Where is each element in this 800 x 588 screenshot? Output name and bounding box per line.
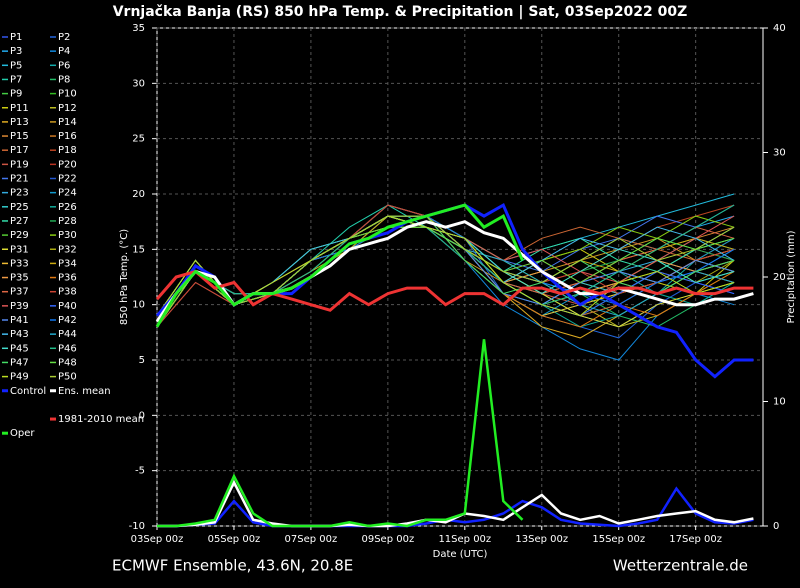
y2-tick-label: 10 bbox=[773, 397, 786, 408]
legend-label: P2 bbox=[58, 32, 70, 43]
legend-label: P9 bbox=[10, 89, 22, 100]
legend-label: P45 bbox=[10, 343, 29, 354]
legend-label: P12 bbox=[58, 103, 77, 114]
y2-tick-label: 20 bbox=[773, 272, 786, 283]
legend-label: P5 bbox=[10, 60, 22, 71]
legend-label: P15 bbox=[10, 131, 29, 142]
legend-label: P10 bbox=[58, 89, 77, 100]
legend-label: P16 bbox=[58, 131, 77, 142]
legend-label: P7 bbox=[10, 74, 22, 85]
legend-label: P6 bbox=[58, 60, 70, 71]
legend-label: Oper bbox=[10, 428, 35, 439]
x-tick-label: 05Sep 00z bbox=[208, 534, 261, 545]
legend-label: 1981-2010 mean bbox=[58, 414, 144, 425]
legend-label: P31 bbox=[10, 244, 29, 255]
member-line bbox=[156, 215, 735, 328]
y-tick-label: 30 bbox=[132, 78, 145, 89]
legend-label: P38 bbox=[58, 287, 77, 298]
footer-right: Wetterzentrale.de bbox=[613, 557, 748, 575]
legend-label: P43 bbox=[10, 329, 29, 340]
legend-label: P25 bbox=[10, 202, 29, 213]
legend-label: P29 bbox=[10, 230, 29, 241]
y-tick-label: 10 bbox=[132, 300, 145, 311]
legend-label: P33 bbox=[10, 258, 29, 269]
legend-label: P27 bbox=[10, 216, 29, 227]
legend-label: P19 bbox=[10, 159, 29, 170]
legend-label: P14 bbox=[58, 117, 77, 128]
legend-label: P24 bbox=[58, 188, 77, 199]
y-tick-label: 15 bbox=[132, 244, 145, 255]
y2-tick-label: 0 bbox=[773, 521, 779, 532]
x-tick-label: 11Sep 00z bbox=[438, 534, 491, 545]
y-tick-label: -5 bbox=[135, 466, 145, 477]
legend-label: Control bbox=[10, 386, 46, 397]
y-tick-label: 0 bbox=[139, 410, 145, 421]
legend-label: P30 bbox=[58, 230, 77, 241]
legend-label: P41 bbox=[10, 315, 29, 326]
x-tick-label: 13Sep 00z bbox=[515, 534, 568, 545]
legend-label: P18 bbox=[58, 145, 77, 156]
legend-label: P17 bbox=[10, 145, 29, 156]
x-tick-label: 03Sep 00z bbox=[131, 534, 184, 545]
legend-label: P37 bbox=[10, 287, 29, 298]
legend-label: P49 bbox=[10, 372, 29, 383]
legend-label: P40 bbox=[58, 301, 77, 312]
legend-label: P26 bbox=[58, 202, 77, 213]
y2-tick-label: 30 bbox=[773, 148, 786, 159]
legend-label: P39 bbox=[10, 301, 29, 312]
legend-label: P4 bbox=[58, 46, 70, 57]
y-tick-label: -10 bbox=[129, 521, 145, 532]
legend-label: P50 bbox=[58, 372, 77, 383]
legend-label: P44 bbox=[58, 329, 77, 340]
temp-line bbox=[155, 269, 754, 312]
legend-label: Ens. mean bbox=[58, 386, 111, 397]
legend-label: P32 bbox=[58, 244, 77, 255]
y-axis-label: 850 hPa Temp. (°C) bbox=[119, 229, 130, 325]
legend-label: P46 bbox=[58, 343, 77, 354]
legend-label: P22 bbox=[58, 174, 77, 185]
y2-tick-label: 40 bbox=[773, 23, 786, 34]
chart-title: Vrnjačka Banja (RS) 850 hPa Temp. & Prec… bbox=[113, 4, 688, 20]
legend-label: P3 bbox=[10, 46, 22, 57]
legend-label: P8 bbox=[58, 74, 70, 85]
legend-label: P21 bbox=[10, 174, 29, 185]
legend-label: P36 bbox=[58, 273, 77, 284]
precip-line bbox=[157, 339, 524, 528]
legend-label: P48 bbox=[58, 357, 77, 368]
x-tick-label: 15Sep 00z bbox=[592, 534, 645, 545]
legend-label: P1 bbox=[10, 32, 22, 43]
legend-label: P23 bbox=[10, 188, 29, 199]
legend-label: P13 bbox=[10, 117, 29, 128]
legend-label: P35 bbox=[10, 273, 29, 284]
legend-label: P34 bbox=[58, 258, 77, 269]
y-tick-label: 20 bbox=[132, 189, 145, 200]
x-tick-label: 09Sep 00z bbox=[361, 534, 414, 545]
legend-label: P42 bbox=[58, 315, 77, 326]
legend-label: P20 bbox=[58, 159, 77, 170]
legend-label: P28 bbox=[58, 216, 77, 227]
x-tick-label: 17Sep 00z bbox=[669, 534, 722, 545]
footer-left: ECMWF Ensemble, 43.6N, 20.8E bbox=[112, 557, 353, 575]
precip-line bbox=[157, 486, 754, 528]
legend-label: P47 bbox=[10, 357, 29, 368]
temp-line bbox=[155, 203, 524, 328]
y2-axis-label: Precipitation (mm) bbox=[786, 230, 797, 323]
y-tick-label: 35 bbox=[132, 23, 145, 34]
x-tick-label: 07Sep 00z bbox=[285, 534, 338, 545]
legend-label: P11 bbox=[10, 103, 29, 114]
y-tick-label: 5 bbox=[139, 355, 145, 366]
y-tick-label: 25 bbox=[132, 134, 145, 145]
x-axis-label: Date (UTC) bbox=[433, 549, 488, 560]
